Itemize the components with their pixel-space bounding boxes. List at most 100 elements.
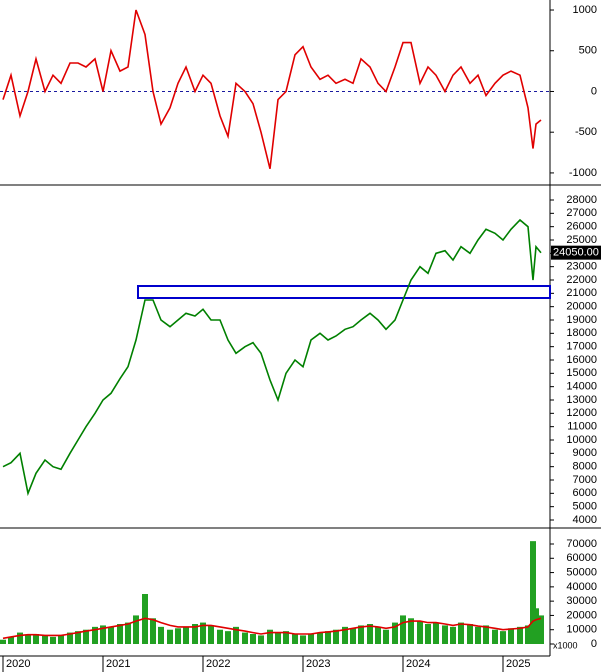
y-tick-label: 21000: [566, 287, 597, 299]
y-tick-label: 20000: [566, 609, 597, 621]
y-tick-label: 4000: [573, 514, 597, 526]
volume-bar: [92, 626, 98, 644]
y-tick-label: 17000: [566, 341, 597, 353]
x-tick-label: 2021: [106, 658, 130, 670]
volume-bar: [517, 626, 523, 644]
volume-bar: [467, 624, 473, 644]
volume-bar: [408, 618, 414, 644]
y-tick-label: 60000: [566, 552, 597, 564]
volume-bar: [183, 626, 189, 644]
volume-bar: [133, 615, 139, 644]
volume-bar: [383, 629, 389, 644]
volume-bar: [317, 632, 323, 644]
y-tick-label: 28000: [566, 194, 597, 206]
y-tick-label: 26000: [566, 221, 597, 233]
volume-bar: [100, 625, 106, 644]
y-tick-label: 11000: [567, 421, 597, 433]
volume-bar: [350, 628, 356, 644]
y-tick-label: 20000: [566, 301, 597, 313]
y-tick-label: 22000: [566, 274, 597, 286]
volume-bar: [42, 635, 48, 644]
volume-bar: [125, 622, 131, 644]
x-tick-label: 2022: [206, 658, 230, 670]
volume-bar: [525, 625, 531, 644]
volume-bar: [192, 624, 198, 644]
support-zone: [137, 285, 551, 299]
y-tick-label: 50000: [566, 566, 597, 578]
y-tick-label: 70000: [566, 538, 597, 550]
volume-bar: [108, 626, 114, 644]
y-tick-label: 9000: [573, 447, 597, 459]
volume-bar: [242, 632, 248, 644]
volume-bar: [425, 624, 431, 644]
y-tick-label: 19000: [566, 314, 597, 326]
volume-bar: [233, 626, 239, 644]
volume-bar: [500, 631, 506, 644]
volume-bar: [275, 632, 281, 644]
volume-bar: [17, 632, 23, 644]
volume-bar: [483, 625, 489, 644]
y-tick-label: 5000: [573, 501, 597, 513]
y-tick-label: 10000: [566, 624, 597, 636]
volume-bar: [225, 631, 231, 644]
last-price-label: 24050.00: [553, 247, 599, 259]
volume-bar: [333, 629, 339, 644]
volume-bar: [267, 629, 273, 644]
volume-bar: [325, 631, 331, 644]
y-tick-label: 1000: [573, 4, 597, 16]
volume-bar: [25, 635, 31, 644]
y-tick-label: 40000: [566, 581, 597, 593]
y-tick-label: 25000: [566, 234, 597, 246]
y-tick-label: -1000: [569, 167, 597, 179]
volume-bar: [508, 628, 514, 644]
y-tick-label: 16000: [566, 354, 597, 366]
x-tick-label: 2024: [406, 658, 430, 670]
volume-bar: [8, 636, 14, 644]
volume-bar: [283, 631, 289, 644]
volume-bar: [367, 624, 373, 644]
y-tick-label: -500: [575, 126, 597, 138]
y-tick-label: 10000: [566, 434, 597, 446]
volume-bar: [258, 635, 264, 644]
volume-bar: [400, 615, 406, 644]
volume-bar: [33, 634, 39, 644]
volume-bar: [538, 615, 544, 644]
volume-bar: [75, 631, 81, 644]
volume-bar: [67, 632, 73, 644]
y-tick-label: 15000: [566, 367, 597, 379]
volume-bar: [200, 622, 206, 644]
volume-bar: [300, 635, 306, 644]
volume-bar: [58, 635, 64, 644]
y-tick-label: 500: [579, 45, 597, 57]
volume-bar: [217, 629, 223, 644]
y-tick-label: 14000: [566, 381, 597, 393]
x-tick-label: 2023: [306, 658, 330, 670]
volume-bar: [358, 625, 364, 644]
volume-bar: [392, 622, 398, 644]
y-tick-label: 30000: [566, 595, 597, 607]
volume-bar: [417, 621, 423, 644]
y-tick-label: 0: [591, 638, 597, 650]
volume-bar: [292, 634, 298, 644]
volume-bar: [375, 626, 381, 644]
line-series: [2, 218, 542, 497]
y-tick-label: 0: [591, 85, 597, 97]
volume-bar: [167, 629, 173, 644]
y-tick-label: 6000: [573, 487, 597, 499]
volume-bar: [117, 624, 123, 644]
volume-bar: [342, 626, 348, 644]
volume-bar: [442, 625, 448, 644]
volume-bar: [530, 541, 536, 644]
x-tick-label: 2025: [506, 658, 530, 670]
last-price-box: [551, 245, 601, 260]
volume-bar: [158, 626, 164, 644]
volume-bar: [208, 625, 214, 644]
volume-bar: [450, 626, 456, 644]
volume-bar: [0, 639, 6, 644]
x-tick-label: 2020: [6, 658, 30, 670]
volume-bar: [533, 608, 539, 644]
line-series: [2, 9, 542, 169]
